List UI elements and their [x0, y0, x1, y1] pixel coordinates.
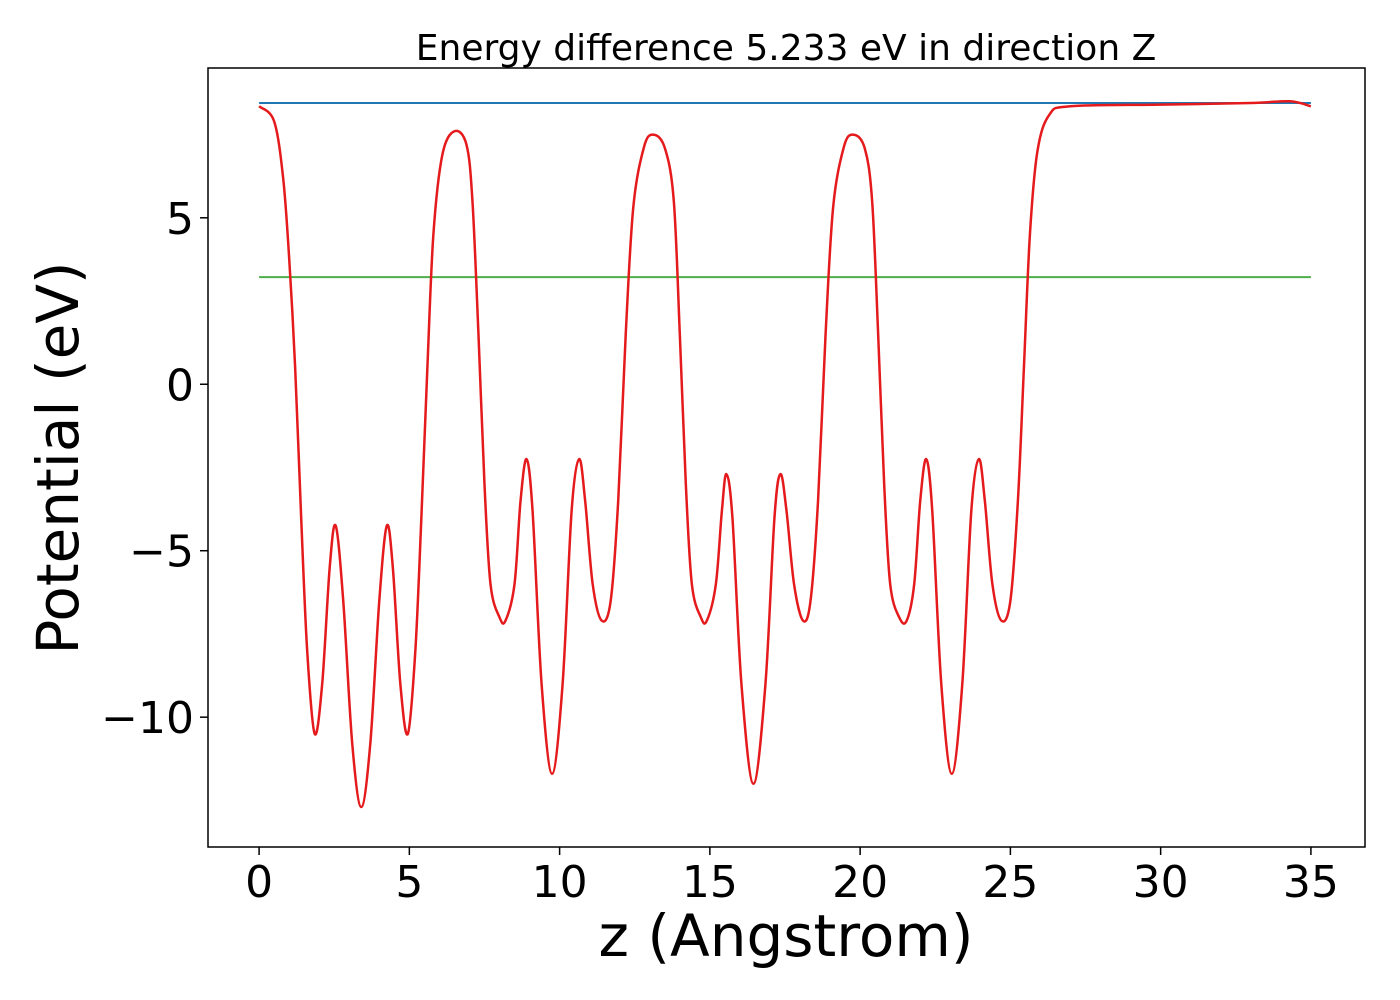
plot-area	[258, 99, 1312, 809]
x-tick-label: 35	[1283, 857, 1339, 908]
x-tick-label: 10	[532, 857, 588, 908]
potential-series-line	[258, 99, 1312, 809]
x-tick-label: 15	[682, 857, 738, 908]
x-tick-label: 0	[245, 857, 273, 908]
y-axis: −10 −5 0 5	[101, 194, 208, 744]
axes-frame	[207, 67, 1366, 848]
x-axis-label: z (Angstrom)	[599, 902, 974, 970]
x-tick-label: 20	[832, 857, 888, 908]
y-tick-label: −10	[101, 693, 194, 744]
y-tick-label: −5	[129, 527, 194, 578]
chart-title: Energy difference 5.233 eV in direction …	[416, 28, 1157, 69]
y-tick-label: 0	[166, 360, 194, 411]
y-axis-label: Potential (eV)	[24, 261, 92, 654]
x-axis: 0 5 10 15 20 25 30 35	[245, 847, 1339, 908]
x-tick-label: 5	[395, 857, 423, 908]
y-tick-label: 5	[166, 194, 194, 245]
x-tick-label: 30	[1133, 857, 1189, 908]
x-tick-label: 25	[982, 857, 1038, 908]
